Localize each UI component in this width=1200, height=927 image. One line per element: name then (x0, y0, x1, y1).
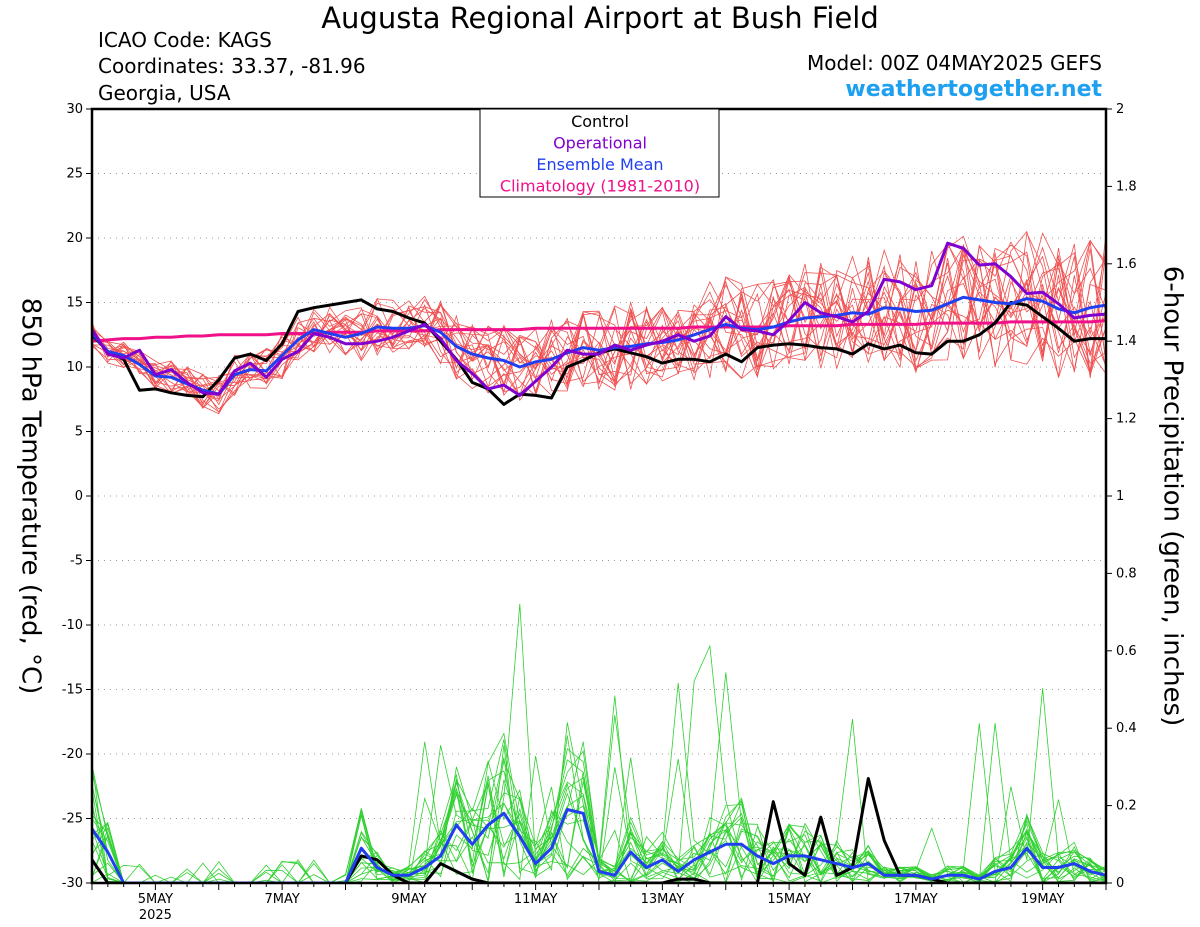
member-temp-line (92, 250, 1106, 396)
legend-item: Operational (553, 134, 647, 153)
axes: 302520151050-5-10-15-20-25-3021.81.61.41… (62, 102, 1137, 923)
y-axis-left-label: 850 hPa Temperature (red, °C) (16, 298, 46, 695)
member-precip-line (92, 739, 1106, 883)
legend-item: Ensemble Mean (536, 155, 663, 174)
member-precip-line (92, 735, 1106, 883)
y-tick-label-right: 0.2 (1116, 799, 1137, 814)
y-tick-label-right: 1.8 (1116, 179, 1137, 194)
x-tick-label: 17MAY (894, 892, 938, 907)
member-precip-line (92, 782, 1106, 883)
x-tick-label: 11MAY (514, 892, 558, 907)
y-tick-label-left: -10 (62, 618, 83, 633)
x-tick-label: 7MAY (264, 892, 299, 907)
y-tick-label-right: 1 (1116, 489, 1124, 504)
x-tick-label: 9MAY (391, 892, 426, 907)
site-brand[interactable]: weathertogether.net (845, 77, 1102, 102)
y-tick-label-left: -30 (62, 876, 83, 891)
x-tick-label: 13MAY (641, 892, 685, 907)
y-tick-label-right: 0.4 (1116, 721, 1137, 736)
member-precip-line (92, 722, 1106, 883)
model-run: Model: 00Z 04MAY2025 GEFS (807, 51, 1102, 75)
x-tick-label: 5MAY (138, 892, 173, 907)
x-tick-label: 19MAY (1021, 892, 1065, 907)
y-tick-label-right: 1.2 (1116, 412, 1137, 427)
y-tick-label-left: 20 (66, 231, 83, 246)
y-tick-label-left: 15 (66, 296, 83, 311)
plot-frame (90, 107, 1108, 885)
member-temp-line (92, 266, 1106, 410)
icao-code: ICAO Code: KAGS (98, 28, 272, 52)
series-lines (92, 241, 1106, 883)
legend: Control Operational Ensemble Mean Climatolo… (479, 108, 720, 198)
legend-item: Control (571, 112, 629, 131)
region: Georgia, USA (98, 81, 231, 105)
member-temp-line (92, 230, 1106, 413)
legend-box (479, 108, 720, 198)
y-tick-label-left: 5 (75, 425, 83, 440)
y-tick-label-left: 30 (66, 102, 83, 117)
y-tick-label-left: -25 (62, 812, 83, 827)
member-precip-line (92, 779, 1106, 883)
member-temp-line (92, 258, 1106, 401)
temp-control (92, 298, 1106, 406)
member-precip-line (92, 644, 1106, 883)
member-precip-line (92, 688, 1106, 883)
x-tick-sublabel: 2025 (139, 908, 172, 923)
ensemble-members (92, 230, 1106, 883)
member-precip-line (92, 718, 1106, 883)
x-tick-label: 15MAY (767, 892, 811, 907)
y-tick-label-left: 0 (75, 489, 83, 504)
temp-climatology-1981-2010 (92, 319, 1106, 343)
y-tick-label-left: 25 (66, 167, 83, 182)
chart-title: Augusta Regional Airport at Bush Field (321, 1, 879, 35)
y-tick-label-right: 0.6 (1116, 644, 1137, 659)
coordinates: Coordinates: 33.37, -81.96 (98, 54, 366, 78)
y-tick-label-right: 1.4 (1116, 334, 1137, 349)
y-tick-label-right: 1.6 (1116, 257, 1137, 272)
temp-operational (92, 241, 1106, 397)
y-tick-label-left: -15 (62, 683, 83, 698)
y-tick-label-left: -20 (62, 747, 83, 762)
member-precip-line (92, 757, 1106, 883)
y-axis-right-label: 6-hour Precipitation (green, inches) (1158, 266, 1188, 726)
legend-item: Climatology (1981-2010) (500, 177, 700, 196)
y-tick-label-left: 10 (66, 360, 83, 375)
grid-lines (92, 173, 1106, 819)
y-tick-label-left: -5 (70, 554, 83, 569)
y-tick-label-right: 0 (1116, 876, 1124, 891)
member-precip-line (92, 695, 1106, 883)
member-temp-line (92, 246, 1106, 409)
y-tick-label-right: 0.8 (1116, 566, 1137, 581)
member-precip-line (92, 603, 1106, 883)
y-tick-label-right: 2 (1116, 102, 1124, 117)
member-temp-line (92, 234, 1106, 394)
precip-ensemble-mean (92, 808, 1106, 883)
